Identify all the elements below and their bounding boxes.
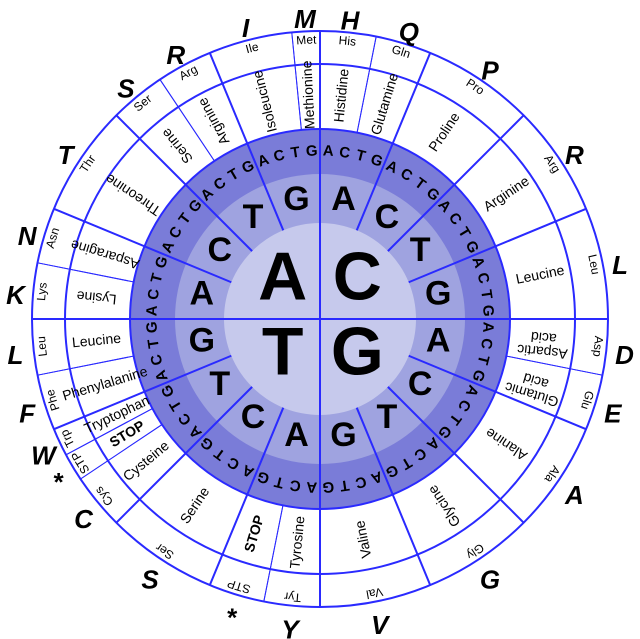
aa-full-name: Leucine: [71, 330, 122, 351]
aa-full-name: Asparticacid: [516, 328, 569, 363]
aa-full-name: Alanine: [482, 425, 530, 464]
second-base-letter: A: [190, 274, 215, 312]
first-base-letter: T: [262, 313, 304, 389]
second-base-letter: G: [283, 180, 309, 218]
third-base-letter: A: [306, 478, 318, 496]
aa-full-name: Proline: [425, 109, 463, 154]
aa-single-letter: M: [294, 4, 317, 34]
second-base-letter: C: [241, 398, 266, 436]
aa-short-code: Cys: [92, 484, 116, 509]
aa-short-code: STP: [68, 449, 92, 476]
aa-single-letter: K: [6, 280, 27, 310]
aa-divider: [54, 209, 145, 247]
aa-short-code: Asp: [590, 335, 606, 358]
aa-full-name: Isoleucine: [249, 69, 280, 134]
third-base-letter: A: [143, 305, 161, 317]
aa-full-name: Glycine: [424, 482, 463, 530]
aa-single-letter: I: [242, 13, 250, 43]
aa-single-letter: S: [117, 73, 135, 103]
aa-short-code: Lys: [34, 282, 50, 302]
aa-short-code: His: [338, 33, 357, 49]
aa-short-code: Trp: [57, 427, 77, 449]
aa-short-code: Ala: [542, 463, 564, 486]
aa-short-code: Val: [365, 585, 384, 602]
aa-full-name: Tyrosine: [286, 515, 307, 569]
second-base-letter: C: [408, 365, 433, 403]
aa-single-letter: W: [31, 441, 58, 471]
aa-single-letter: Y: [281, 614, 301, 639]
aa-short-code: Thr: [77, 152, 99, 175]
second-base-letter: A: [284, 416, 309, 454]
aa-divider: [210, 495, 248, 586]
aa-full-name: Cysteine: [120, 437, 172, 484]
aa-short-code: Tyr: [283, 589, 301, 605]
aa-full-name: Threonine: [102, 171, 163, 219]
aa-divider: [454, 453, 523, 522]
aa-divider: [454, 115, 523, 184]
aa-divider: [496, 209, 587, 247]
aa-full-name: Asparagine: [68, 237, 141, 273]
first-base-letter: G: [331, 313, 384, 389]
aa-full-name: Glutamicacid: [503, 366, 565, 411]
aa-single-letter: L: [8, 340, 24, 370]
aa-single-letter: R: [565, 140, 584, 170]
aa-divider: [264, 505, 283, 601]
aa-full-name: Methionine: [298, 60, 317, 129]
second-base-letter: T: [377, 398, 398, 436]
aa-single-letter: S: [141, 564, 159, 594]
aa-short-code: Leu: [34, 336, 50, 358]
aa-full-name: Serine: [158, 125, 196, 167]
second-base-letter: C: [375, 198, 400, 236]
second-base-letter: T: [243, 198, 264, 236]
aa-single-letter: L: [612, 250, 628, 280]
aa-divider: [393, 53, 431, 144]
second-base-letter: G: [189, 321, 215, 359]
aa-full-name: Lysine: [76, 288, 118, 308]
second-base-letter: A: [331, 180, 356, 218]
aa-short-code: Arg: [541, 152, 563, 175]
aa-single-letter: H: [341, 5, 361, 35]
aa-single-letter: D: [615, 340, 634, 370]
second-base-letter: C: [208, 231, 233, 269]
third-base-letter: G: [143, 321, 161, 333]
aa-full-name: Glutamine: [367, 71, 401, 137]
second-base-letter: G: [425, 274, 451, 312]
second-base-letter: A: [426, 321, 451, 359]
aa-single-letter: C: [74, 504, 94, 534]
aa-single-letter: T: [58, 140, 76, 170]
aa-single-letter: G: [480, 564, 500, 594]
codon-wheel: ACGTACTGACTGACTGACTGACTGACTGACTGACTGACTG…: [0, 0, 640, 639]
third-base-letter: G: [306, 142, 318, 160]
aa-full-name: STOP: [241, 513, 267, 554]
aa-single-letter: A: [564, 480, 584, 510]
aa-short-code: Ser: [153, 540, 177, 562]
aa-single-letter: P: [481, 55, 499, 85]
aa-short-code: Met: [296, 33, 317, 48]
third-base-letter: G: [322, 478, 334, 496]
aa-full-name: Valine: [351, 519, 374, 559]
aa-single-letter: E: [604, 399, 622, 429]
second-base-letter: G: [330, 416, 356, 454]
second-base-letter: T: [209, 365, 230, 403]
aa-single-letter: R: [166, 40, 185, 70]
aa-full-name: Histidine: [330, 68, 351, 123]
aa-single-letter: *: [52, 467, 64, 497]
aa-full-name: Serine: [177, 484, 213, 527]
aa-single-letter: F: [19, 399, 36, 429]
third-base-letter: G: [479, 305, 497, 317]
third-base-letter: A: [479, 321, 497, 333]
aa-single-letter: N: [18, 221, 38, 251]
first-base-letter: A: [258, 239, 307, 315]
aa-short-code: Gly: [464, 541, 487, 563]
third-base-letter: A: [322, 142, 334, 160]
aa-full-name: Leucine: [514, 262, 565, 287]
aa-divider: [393, 495, 431, 586]
aa-full-name: Arginine: [480, 172, 532, 214]
first-base-letter: C: [333, 239, 382, 315]
second-base-letter: T: [410, 231, 431, 269]
aa-single-letter: *: [226, 603, 238, 633]
aa-single-letter: Q: [399, 17, 419, 47]
aa-single-letter: V: [371, 610, 391, 639]
